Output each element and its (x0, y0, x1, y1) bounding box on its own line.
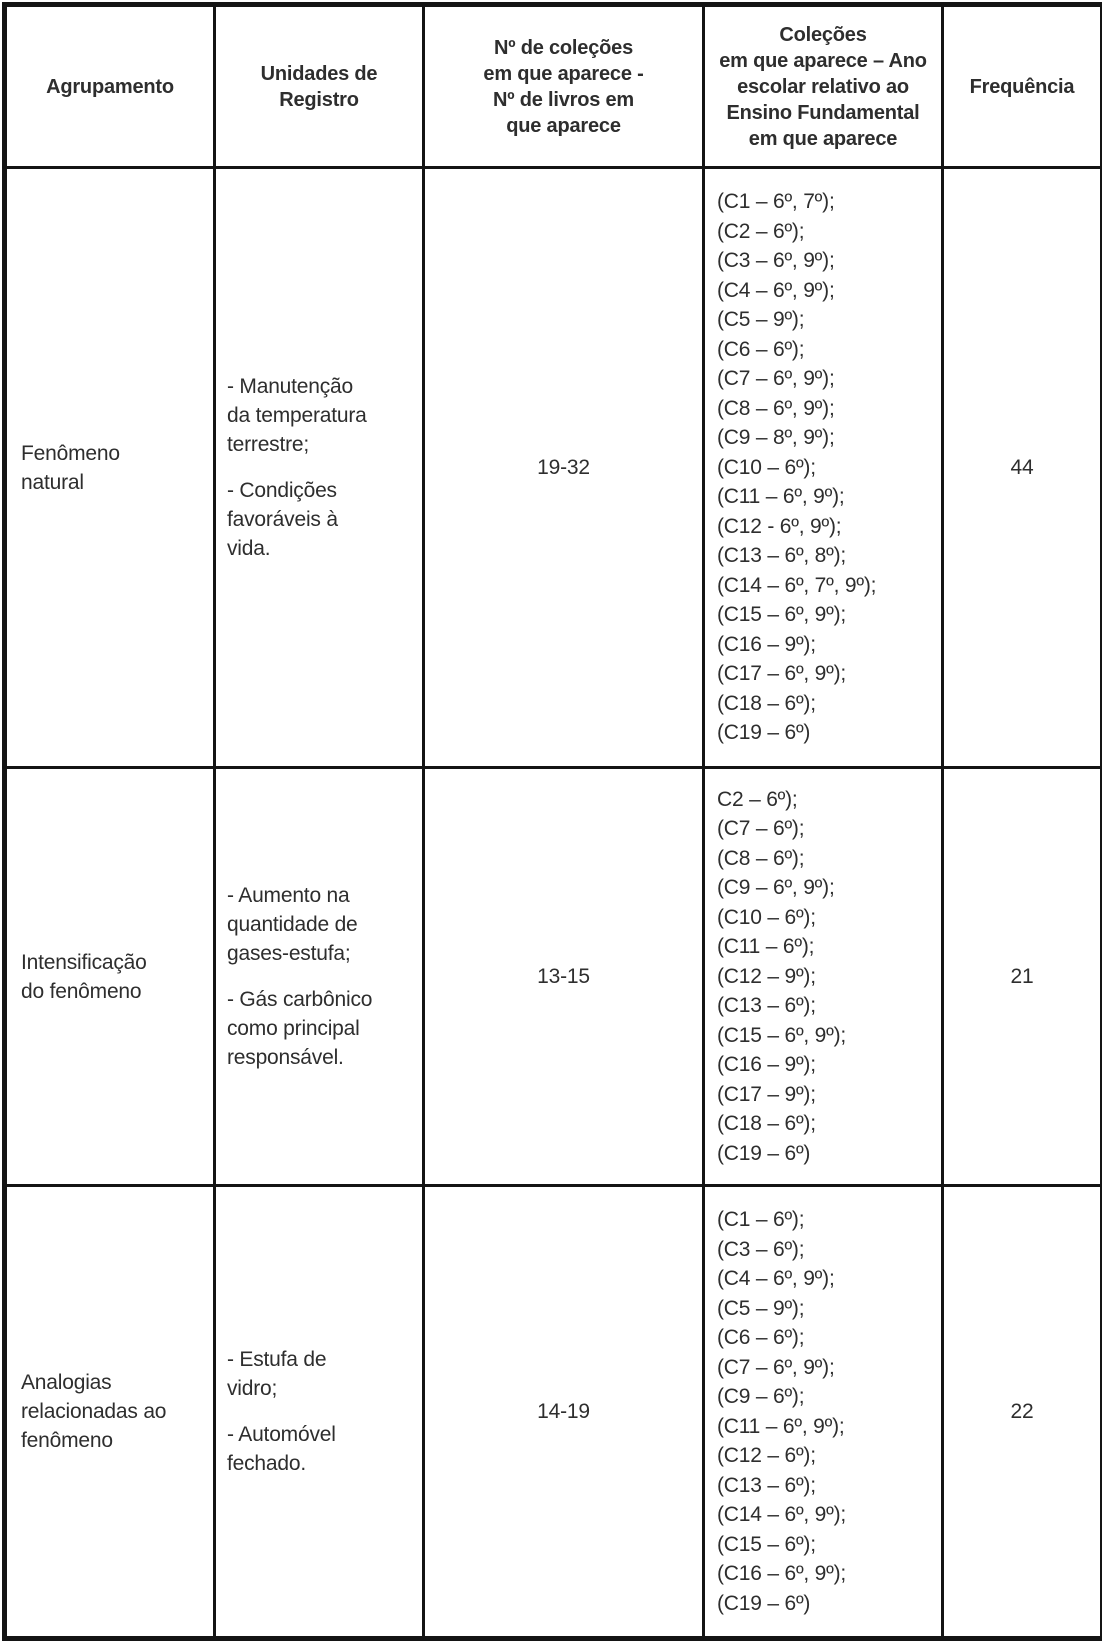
cell-agrupamento: Intensificação do fenômeno (3, 766, 216, 1187)
header-colecoes-ano-escolar: Coleções em que aparece – Ano escolar re… (702, 3, 944, 169)
cell-agrupamento: Fenômeno natural (3, 166, 216, 769)
header-row: Agrupamento Unidades de Registro Nº de c… (3, 3, 1102, 169)
cell-n-colecoes: 13-15 (422, 766, 705, 1187)
header-agrupamento: Agrupamento (3, 3, 216, 169)
cell-n-colecoes: 19-32 (422, 166, 705, 769)
cell-frequencia: 22 (941, 1184, 1102, 1640)
table-body: Fenômeno natural - Manutenção da tempera… (3, 166, 1102, 1640)
header-unidades-registro: Unidades de Registro (213, 3, 425, 169)
cell-unidades-registro: - Manutenção da temperatura terrestre; - … (213, 166, 425, 769)
registro-unit: - Manutenção da temperatura terrestre; (227, 375, 367, 456)
cell-frequencia: 44 (941, 166, 1102, 769)
cell-unidades-registro: - Estufa de vidro; - Automóvel fechado. (213, 1184, 425, 1640)
cell-colecoes-ano: (C1 – 6º); (C3 – 6º); (C4 – 6º, 9º); (C5… (702, 1184, 944, 1640)
cell-colecoes-ano: C2 – 6º); (C7 – 6º); (C8 – 6º); (C9 – 6º… (702, 766, 944, 1187)
cell-frequencia: 21 (941, 766, 1102, 1187)
cell-unidades-registro: - Aumento na quantidade de gases-estufa;… (213, 766, 425, 1187)
table-row-analogias: Analogias relacionadas ao fenômeno - Est… (3, 1184, 1102, 1640)
registro-unit: - Automóvel fechado. (227, 1423, 336, 1475)
header-frequencia: Frequência (941, 3, 1102, 169)
table-row-fenomeno-natural: Fenômeno natural - Manutenção da tempera… (3, 166, 1102, 769)
cell-colecoes-ano: (C1 – 6º, 7º); (C2 – 6º); (C3 – 6º, 9º);… (702, 166, 944, 769)
table-header: Agrupamento Unidades de Registro Nº de c… (3, 3, 1102, 169)
registro-unit: - Gás carbônico como principal responsáv… (227, 988, 373, 1069)
registro-unit: - Condições favoráveis à vida. (227, 479, 338, 560)
cell-n-colecoes: 14-19 (422, 1184, 705, 1640)
table-row-intensificacao: Intensificação do fenômeno - Aumento na … (3, 766, 1102, 1187)
cell-agrupamento: Analogias relacionadas ao fenômeno (3, 1184, 216, 1640)
registro-unit: - Aumento na quantidade de gases-estufa; (227, 884, 358, 965)
registro-unit: - Estufa de vidro; (227, 1348, 327, 1400)
header-n-colecoes-livros: Nº de coleções em que aparece - Nº de li… (422, 3, 705, 169)
